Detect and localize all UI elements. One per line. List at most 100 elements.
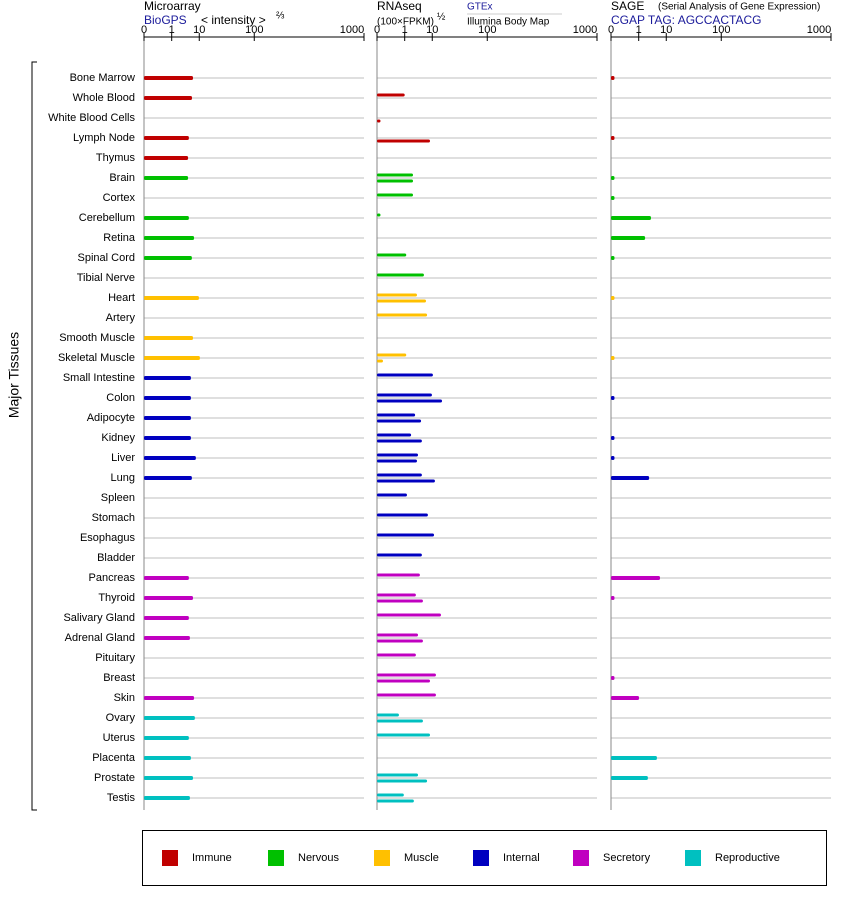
bar xyxy=(377,799,414,803)
category-label: Uterus xyxy=(103,732,136,744)
category-label: Thymus xyxy=(96,152,136,164)
bar xyxy=(144,356,200,360)
bar xyxy=(377,253,407,257)
legend-swatch xyxy=(162,850,178,866)
x-tick-label: 10 xyxy=(426,24,438,36)
y-axis-label: Major Tissues xyxy=(6,332,22,418)
bar xyxy=(144,476,192,480)
category-label: Adrenal Gland xyxy=(65,632,135,644)
bar xyxy=(377,439,422,443)
bar xyxy=(144,696,195,700)
legend-swatch xyxy=(473,850,489,866)
x-tick-label: 1000 xyxy=(807,24,831,36)
legend-swatch xyxy=(685,850,701,866)
bar xyxy=(377,473,422,477)
bar xyxy=(611,196,615,200)
bar xyxy=(611,236,646,240)
legend-label: Immune xyxy=(192,852,232,864)
category-label: Liver xyxy=(111,452,135,464)
bar xyxy=(377,713,399,717)
bar xyxy=(611,216,651,220)
category-label: Skin xyxy=(114,692,135,704)
bar xyxy=(611,476,650,480)
legend-label: Reproductive xyxy=(715,852,780,864)
bar xyxy=(377,179,414,183)
bar xyxy=(611,676,615,680)
x-tick-label: 1000 xyxy=(573,24,597,36)
bar xyxy=(377,93,405,97)
category-label: Stomach xyxy=(92,512,135,524)
category-label: White Blood Cells xyxy=(48,112,135,124)
panel-source: CGAP TAG: AGCCACTACG xyxy=(611,13,761,27)
bar xyxy=(144,616,189,620)
bar xyxy=(377,453,419,457)
category-label: Spinal Cord xyxy=(78,252,135,264)
panel-title: Microarray xyxy=(144,0,201,13)
bar xyxy=(377,393,432,397)
bar xyxy=(144,776,194,780)
panel-source: BioGPS xyxy=(144,13,187,27)
bar xyxy=(377,193,414,197)
bar xyxy=(144,296,199,300)
bar xyxy=(611,356,615,360)
bar xyxy=(377,273,424,277)
x-tick-label: 100 xyxy=(712,24,730,36)
bar xyxy=(611,596,615,600)
category-label: Lymph Node xyxy=(73,132,135,144)
category-label: Retina xyxy=(103,232,136,244)
x-tick-label: 1 xyxy=(169,24,175,36)
category-label: Tibial Nerve xyxy=(77,272,135,284)
bar xyxy=(611,76,615,80)
bar xyxy=(377,459,417,463)
legend-label: Nervous xyxy=(298,852,339,864)
legend-box xyxy=(142,830,827,886)
bar xyxy=(377,359,383,363)
category-label: Colon xyxy=(106,392,135,404)
category-label: Skeletal Muscle xyxy=(58,352,135,364)
panel-title: SAGE xyxy=(611,0,644,13)
panel-title: RNAseq xyxy=(377,0,422,13)
bar xyxy=(377,353,407,357)
bar xyxy=(144,736,189,740)
bar xyxy=(144,156,189,160)
x-tick-label: 10 xyxy=(193,24,205,36)
bar xyxy=(377,399,443,403)
bar xyxy=(377,633,419,637)
category-label: Esophagus xyxy=(80,532,136,544)
category-label: Small Intestine xyxy=(63,372,135,384)
bar xyxy=(144,596,194,600)
category-label: Kidney xyxy=(101,432,135,444)
legend-swatch xyxy=(374,850,390,866)
category-label: Cortex xyxy=(103,192,136,204)
bar xyxy=(144,716,195,720)
bar xyxy=(377,213,381,217)
category-label: Prostate xyxy=(94,772,135,784)
bar xyxy=(377,413,416,417)
x-tick-label: 1000 xyxy=(340,24,364,36)
panel-unit-power: ½ xyxy=(437,12,446,23)
bar xyxy=(377,533,435,537)
bar xyxy=(377,639,423,643)
series-name: GTEx xyxy=(467,2,493,13)
bar xyxy=(377,593,416,597)
bar xyxy=(144,96,192,100)
category-label: Smooth Muscle xyxy=(59,332,135,344)
bar xyxy=(377,299,427,303)
bar xyxy=(144,396,191,400)
bar xyxy=(611,756,657,760)
bar xyxy=(377,673,436,677)
bar xyxy=(377,773,419,777)
x-tick-label: 10 xyxy=(660,24,672,36)
bar xyxy=(144,336,194,340)
bar xyxy=(377,313,428,317)
bar xyxy=(611,296,615,300)
bar xyxy=(611,696,640,700)
bar xyxy=(377,613,441,617)
category-label: Ovary xyxy=(106,712,136,724)
category-label: Bone Marrow xyxy=(70,72,135,84)
bar xyxy=(611,456,615,460)
category-label: Testis xyxy=(107,792,136,804)
category-label: Cerebellum xyxy=(79,212,135,224)
panel-note: (Serial Analysis of Gene Expression) xyxy=(658,2,820,13)
bar xyxy=(144,796,190,800)
